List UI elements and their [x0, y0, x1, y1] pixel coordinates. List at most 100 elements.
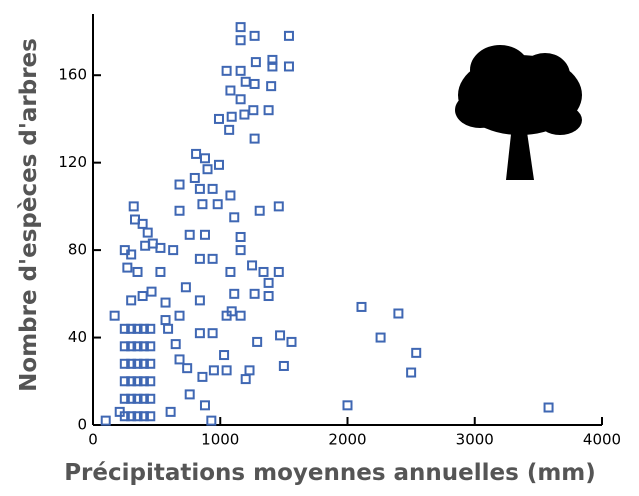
point [128, 201, 139, 212]
point [273, 201, 284, 212]
point [258, 266, 269, 277]
point [132, 323, 143, 334]
point [207, 328, 218, 339]
point [122, 262, 133, 273]
point [273, 266, 284, 277]
point [235, 231, 246, 242]
point [132, 358, 143, 369]
point [225, 85, 236, 96]
point [250, 57, 261, 68]
point [174, 205, 185, 216]
point [189, 172, 200, 183]
point [145, 393, 156, 404]
point [197, 199, 208, 210]
point [145, 376, 156, 387]
point [207, 253, 218, 264]
point [252, 336, 263, 347]
point [283, 30, 294, 41]
point [119, 358, 130, 369]
point [138, 393, 149, 404]
point [100, 415, 111, 426]
point [119, 323, 130, 334]
point [224, 124, 235, 135]
y-tick-label: 120 [58, 153, 87, 171]
point [138, 358, 149, 369]
point [411, 347, 422, 358]
point [213, 159, 224, 170]
tree-icon [455, 45, 582, 180]
point [174, 310, 185, 321]
x-tick-label: 2000 [328, 431, 366, 449]
point [194, 328, 205, 339]
x-tick-label: 1000 [201, 431, 239, 449]
point [184, 389, 195, 400]
point [163, 323, 174, 334]
point [137, 291, 148, 302]
point [267, 54, 278, 65]
point [138, 411, 149, 422]
point [145, 358, 156, 369]
point [126, 341, 137, 352]
point [119, 376, 130, 387]
point [356, 301, 367, 312]
point [145, 323, 156, 334]
point [184, 229, 195, 240]
point [132, 266, 143, 277]
point [239, 109, 250, 120]
point [194, 183, 205, 194]
point [235, 310, 246, 321]
point [199, 229, 210, 240]
point [267, 61, 278, 72]
point [132, 341, 143, 352]
point [249, 133, 260, 144]
x-tick-label: 3000 [456, 431, 494, 449]
point [126, 411, 137, 422]
point [263, 277, 274, 288]
point [191, 148, 202, 159]
point [180, 282, 191, 293]
point [119, 411, 130, 422]
point [109, 310, 120, 321]
point [137, 218, 148, 229]
point [160, 297, 171, 308]
point [263, 291, 274, 302]
point [145, 411, 156, 422]
point [543, 402, 554, 413]
point [212, 199, 223, 210]
y-tick-label: 0 [77, 416, 87, 434]
y-tick-label: 160 [58, 66, 87, 84]
point [263, 105, 274, 116]
point [170, 339, 181, 350]
point [207, 183, 218, 194]
point [145, 341, 156, 352]
point [248, 105, 259, 116]
point [119, 341, 130, 352]
point [142, 227, 153, 238]
point [206, 415, 217, 426]
point [283, 61, 294, 72]
point [249, 78, 260, 89]
point [126, 376, 137, 387]
point [244, 365, 255, 376]
point [249, 288, 260, 299]
point [342, 400, 353, 411]
point [235, 65, 246, 76]
point [225, 266, 236, 277]
point [146, 286, 157, 297]
point [249, 30, 260, 41]
point [221, 365, 232, 376]
point [202, 164, 213, 175]
point [199, 400, 210, 411]
point [229, 288, 240, 299]
point [221, 65, 232, 76]
point [132, 376, 143, 387]
point [235, 94, 246, 105]
point [229, 212, 240, 223]
point [126, 249, 137, 260]
point [138, 376, 149, 387]
point [278, 360, 289, 371]
point [235, 35, 246, 46]
point [126, 323, 137, 334]
point [219, 350, 230, 361]
